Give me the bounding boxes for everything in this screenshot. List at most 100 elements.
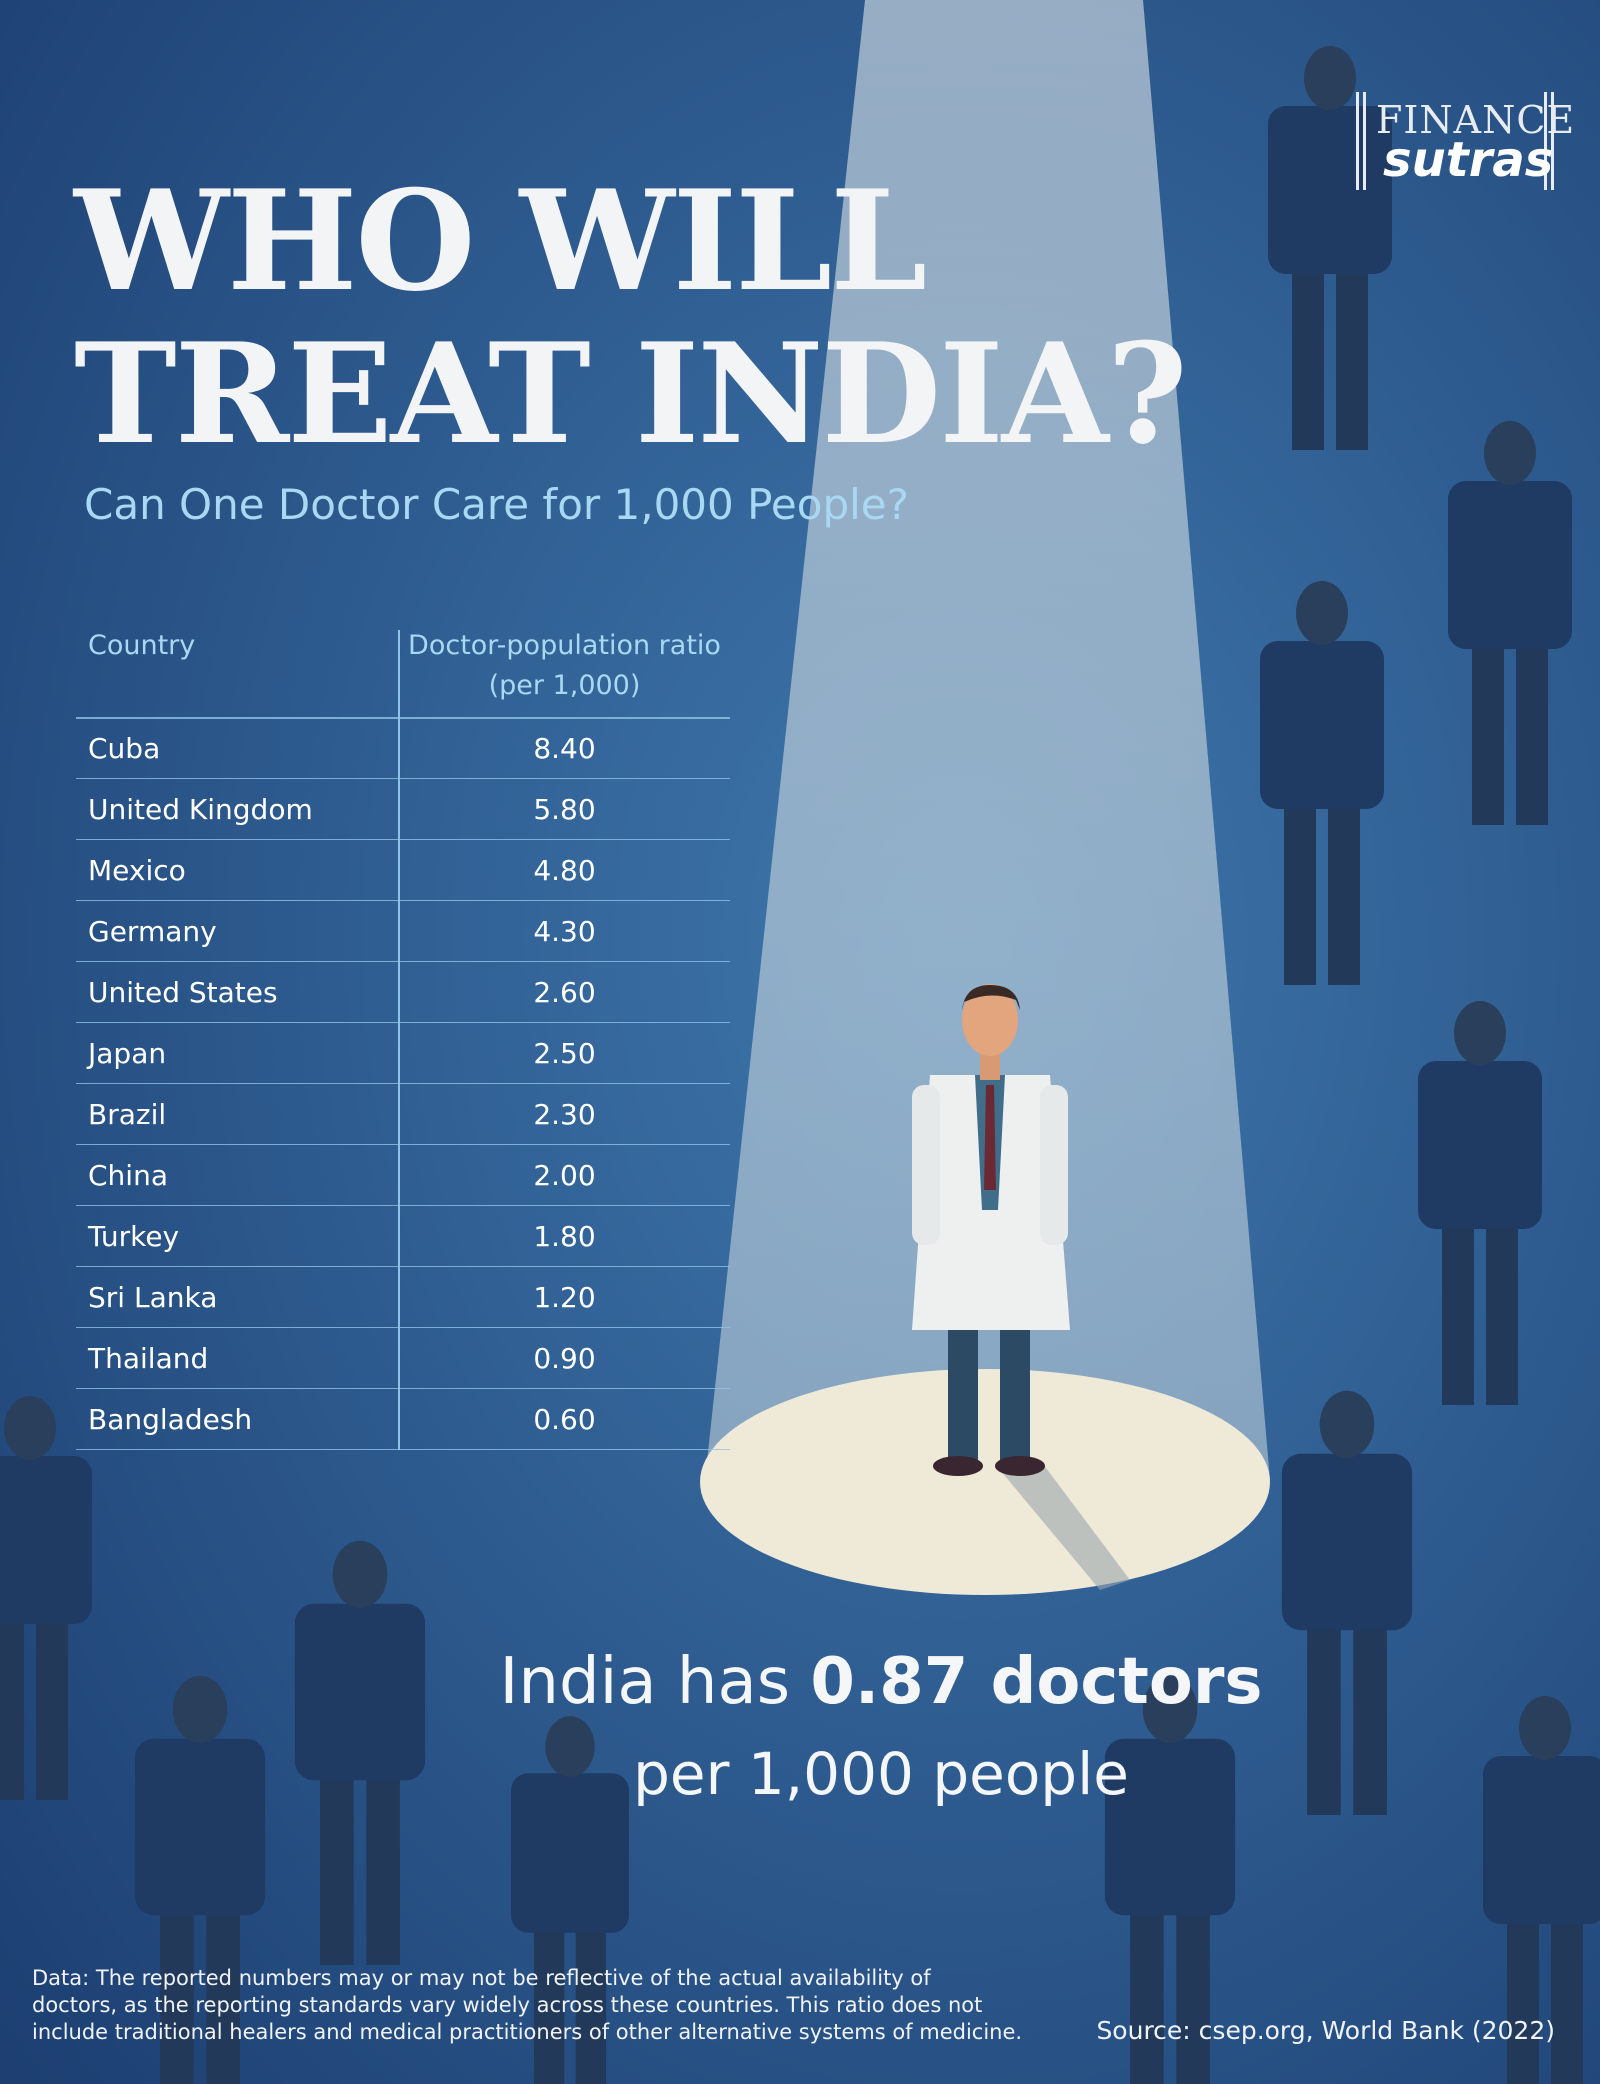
- silhouette-part: [1483, 1756, 1600, 1924]
- silhouette-part: [1551, 1900, 1583, 2084]
- silhouette-part: [1296, 581, 1348, 645]
- logo-text: sutras: [1383, 132, 1554, 188]
- country-cell: Germany: [88, 915, 217, 948]
- column-header: Doctor-population ratio: [408, 630, 721, 661]
- column-header: (per 1,000): [488, 670, 641, 701]
- silhouette-part: [1472, 625, 1504, 825]
- ratio-cell: 2.50: [533, 1037, 596, 1070]
- silhouette-part: [1353, 1605, 1387, 1815]
- country-cell: United States: [88, 976, 278, 1009]
- column-header: Country: [88, 630, 196, 661]
- country-cell: Cuba: [88, 732, 161, 765]
- silhouette-part: [1284, 785, 1316, 985]
- row-rule: [76, 839, 730, 840]
- silhouette-part: [545, 1716, 595, 1777]
- ratio-cell: 1.20: [533, 1281, 596, 1314]
- country-cell: Japan: [88, 1037, 167, 1070]
- silhouette-part: [1484, 421, 1536, 485]
- ratio-cell: 2.60: [533, 976, 596, 1009]
- row-rule: [76, 900, 730, 901]
- footnote-line: doctors, as the reporting standards vary…: [32, 1993, 983, 2017]
- ratio-cell: 5.80: [533, 793, 596, 826]
- silhouette-part: [575, 1910, 607, 2084]
- silhouette-part: [0, 1600, 24, 1800]
- silhouette-part: [1507, 1900, 1539, 2084]
- row-rule: [76, 1327, 730, 1328]
- silhouette-part: [4, 1396, 56, 1460]
- silhouette-part: [332, 1540, 388, 1608]
- ratio-cell: 4.30: [533, 915, 596, 948]
- logo-bars: [1356, 92, 1554, 190]
- row-rule: [76, 1205, 730, 1206]
- silhouette-part: [1454, 1001, 1506, 1065]
- ratio-cell: 0.90: [533, 1342, 596, 1375]
- row-rule: [76, 1083, 730, 1084]
- silhouette-part: [206, 1890, 240, 2084]
- silhouette-part: [0, 1456, 92, 1624]
- spotlight-floor: [700, 1369, 1270, 1595]
- callout: India has 0.87 doctors: [0, 1645, 1600, 1719]
- subtitle: Can One Doctor Care for 1,000 People?: [84, 480, 909, 529]
- silhouette-part: [36, 1600, 68, 1800]
- row-rule: [76, 1266, 730, 1267]
- silhouette-part: [1516, 625, 1548, 825]
- footnote-line: Data: The reported numbers may or may no…: [32, 1966, 931, 1990]
- callout-text: per 1,000 people: [633, 1740, 1129, 1808]
- callout-highlight: 0.87 doctors: [810, 1645, 1263, 1719]
- silhouette-part: [1448, 481, 1572, 649]
- country-cell: Sri Lanka: [88, 1281, 218, 1314]
- silhouette-part: [1336, 250, 1368, 450]
- silhouette-part: [134, 1738, 266, 1916]
- silhouette-part: [1328, 785, 1360, 985]
- silhouette-part: [1104, 1738, 1236, 1916]
- silhouette-part: [1307, 1605, 1341, 1815]
- country-cell: Mexico: [88, 854, 186, 887]
- ratio-cell: 4.80: [533, 854, 596, 887]
- country-cell: Brazil: [88, 1098, 167, 1131]
- silhouette-part: [1292, 250, 1324, 450]
- silhouette-part: [1319, 1390, 1375, 1458]
- silhouette-part: [320, 1755, 354, 1965]
- silhouette-part: [1260, 641, 1384, 809]
- ratio-cell: 2.30: [533, 1098, 596, 1131]
- row-rule: [76, 1449, 730, 1450]
- silhouette-part: [1442, 1205, 1474, 1405]
- callout-text: India has: [499, 1645, 791, 1719]
- row-rule: [76, 778, 730, 779]
- silhouette-part: [1519, 1696, 1571, 1760]
- silhouette-part: [366, 1755, 400, 1965]
- country-cell: China: [88, 1159, 168, 1192]
- ratio-cell: 8.40: [533, 732, 596, 765]
- silhouette-part: [1418, 1061, 1542, 1229]
- silhouette-part: [1486, 1205, 1518, 1405]
- country-cell: Bangladesh: [88, 1403, 253, 1436]
- silhouette-part: [172, 1675, 228, 1743]
- country-cell: Turkey: [88, 1220, 180, 1253]
- silhouette-part: [160, 1890, 194, 2084]
- silhouette-part: [294, 1603, 426, 1781]
- header-rule: [76, 717, 730, 719]
- row-rule: [76, 1022, 730, 1023]
- ratio-cell: 2.00: [533, 1159, 596, 1192]
- ratio-cell: 0.60: [533, 1403, 596, 1436]
- source: Source: csep.org, World Bank (2022): [1096, 2016, 1555, 2045]
- silhouette-part: [1304, 46, 1356, 110]
- spotlight-beam: [705, 0, 1270, 1480]
- row-rule: [76, 1144, 730, 1145]
- silhouette-part: [1176, 1890, 1210, 2084]
- ratio-cell: 1.80: [533, 1220, 596, 1253]
- country-cell: United Kingdom: [88, 793, 313, 826]
- footnote-line: include traditional healers and medical …: [32, 2020, 1023, 2044]
- logo-text: FINANCE: [1376, 98, 1576, 142]
- silhouette-part: [1130, 1890, 1164, 2084]
- row-rule: [76, 961, 730, 962]
- silhouette-part: [1281, 1453, 1413, 1631]
- silhouette-part: [533, 1910, 565, 2084]
- row-rule: [76, 1388, 730, 1389]
- silhouette-part: [511, 1773, 629, 1933]
- title: WHO WILL: [74, 159, 927, 322]
- title: TREAT INDIA?: [74, 312, 1188, 475]
- silhouette-part: [1268, 106, 1392, 274]
